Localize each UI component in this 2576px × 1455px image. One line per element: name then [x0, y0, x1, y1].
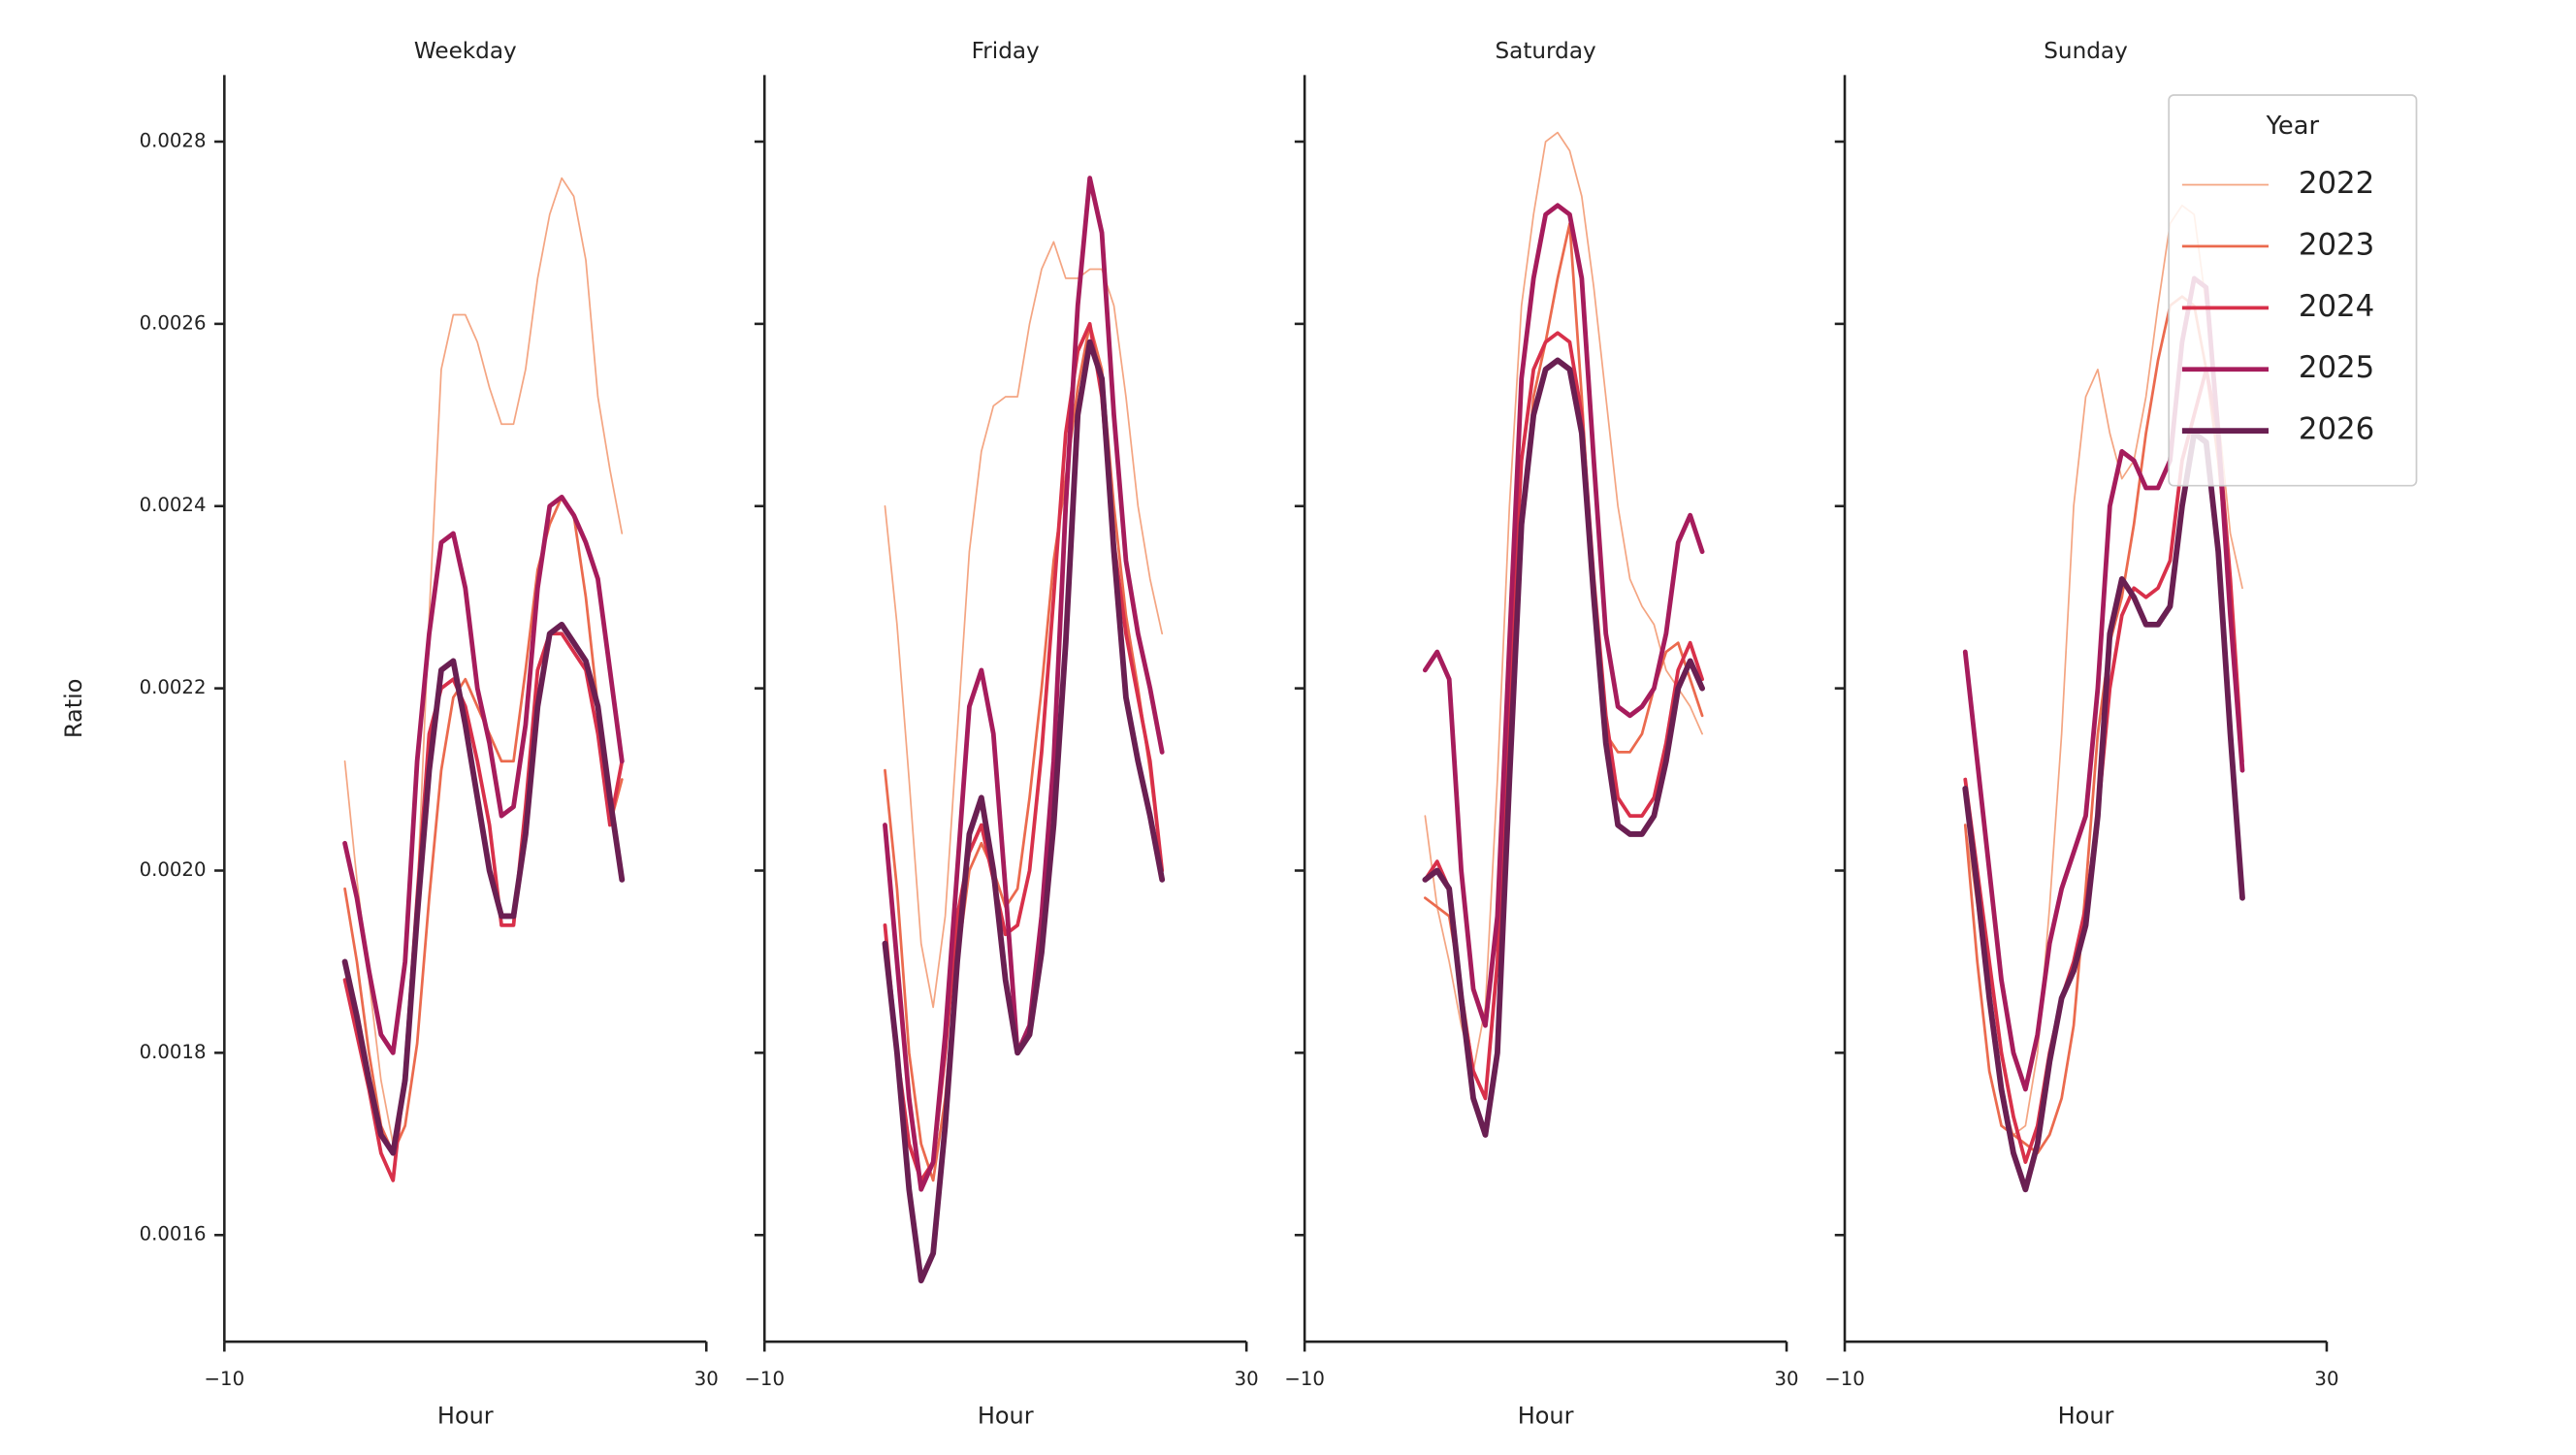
- x-axis-label: Hour: [2058, 1402, 2114, 1429]
- y-tick-label: 0.0020: [140, 858, 207, 881]
- data-line: [1422, 357, 1706, 1138]
- x-tick-label: 30: [1775, 1368, 1799, 1390]
- data-line: [884, 241, 1164, 1009]
- x-tick-label: 30: [1235, 1368, 1259, 1390]
- panel-title: Saturday: [1495, 39, 1595, 64]
- y-tick-label: 0.0024: [140, 494, 207, 516]
- panel-title: Friday: [972, 39, 1040, 64]
- y-tick-label: 0.0028: [140, 130, 207, 152]
- x-axis-label: Hour: [437, 1402, 494, 1429]
- legend-label: 2022: [2299, 166, 2374, 201]
- legend-label: 2025: [2299, 350, 2374, 385]
- x-axis-label: Hour: [1518, 1402, 1574, 1429]
- y-tick-label: 0.0026: [140, 311, 207, 334]
- panel-title: Weekday: [414, 39, 517, 64]
- legend: Year 2022 2023 2024 2025 2026: [2168, 94, 2418, 487]
- data-line: [343, 177, 624, 1146]
- legend-label: 2024: [2299, 289, 2374, 324]
- x-tick-label: 30: [2314, 1368, 2338, 1390]
- data-line: [884, 322, 1164, 1182]
- legend-box: [2168, 94, 2418, 487]
- legend-label: 2026: [2299, 412, 2374, 447]
- legend-label: 2023: [2299, 227, 2374, 262]
- y-tick-label: 0.0016: [140, 1223, 207, 1245]
- x-tick-label: 30: [694, 1368, 719, 1390]
- data-line: [342, 631, 625, 1182]
- panel-title: Sunday: [2044, 39, 2128, 64]
- x-tick-label: −10: [205, 1368, 245, 1390]
- data-line: [341, 621, 626, 1156]
- y-tick-label: 0.0022: [140, 676, 207, 698]
- legend-title: Year: [2266, 112, 2320, 141]
- x-tick-label: −10: [1824, 1368, 1865, 1390]
- y-axis-label: Ratio: [60, 679, 87, 739]
- data-line: [882, 339, 1166, 1284]
- x-tick-label: −10: [744, 1368, 785, 1390]
- x-axis-label: Hour: [978, 1402, 1034, 1429]
- data-line: [342, 494, 625, 1055]
- x-tick-label: −10: [1284, 1368, 1325, 1390]
- data-line: [1422, 203, 1705, 1028]
- data-line: [883, 321, 1165, 1182]
- data-line: [1423, 331, 1704, 1101]
- y-tick-label: 0.0018: [140, 1041, 207, 1063]
- data-line: [883, 176, 1165, 1192]
